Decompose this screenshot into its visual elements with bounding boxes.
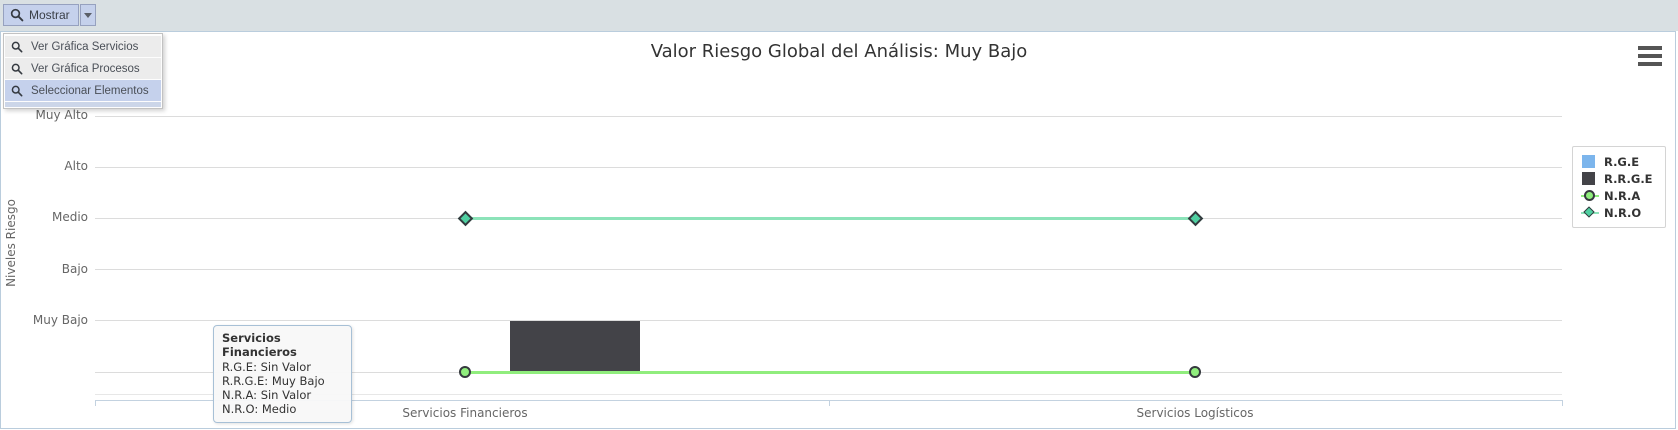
hamburger-icon	[1638, 62, 1662, 66]
menu-item-ver-grafica-servicios[interactable]: Ver Gráfica Servicios	[5, 36, 161, 57]
hamburger-icon	[1638, 54, 1662, 58]
menu-item-label: Ver Gráfica Servicios	[31, 40, 139, 53]
show-menu-button[interactable]: Mostrar	[3, 4, 79, 26]
legend-item-rrge[interactable]: R.R.G.E	[1581, 170, 1659, 187]
legend: R.G.E R.R.G.E N.R.A N.R.O	[1572, 146, 1666, 228]
show-menu-control: Mostrar	[3, 4, 96, 26]
legend-item-nro[interactable]: N.R.O	[1581, 204, 1659, 221]
hamburger-icon	[1638, 46, 1662, 50]
tooltip-line: N.R.A: Sin Valor	[222, 388, 312, 402]
legend-item-label: N.R.A	[1604, 188, 1641, 203]
search-icon	[11, 63, 23, 74]
menu-item-label: Seleccionar Elementos	[31, 84, 149, 97]
legend-item-label: R.R.G.E	[1604, 171, 1653, 186]
search-icon	[11, 41, 23, 52]
diamond-swatch-icon	[1581, 206, 1599, 219]
y-axis-title: Niveles Riesgo	[4, 199, 18, 287]
menu-item-label: Ver Gráfica Procesos	[31, 62, 140, 75]
tooltip-line: N.R.O: Medio	[222, 402, 297, 416]
show-menu-caret-button[interactable]	[79, 4, 96, 26]
chevron-down-icon	[83, 12, 92, 18]
legend-item-label: R.G.E	[1604, 154, 1640, 169]
search-icon	[11, 85, 23, 96]
menu-item-ver-grafica-procesos[interactable]: Ver Gráfica Procesos	[5, 58, 161, 79]
tooltip: Servicios Financieros R.G.E: Sin Valor R…	[213, 325, 352, 423]
tooltip-line: R.G.E: Sin Valor	[222, 360, 312, 374]
toolbar: Mostrar	[0, 0, 1678, 31]
square-swatch-icon	[1581, 172, 1599, 185]
menu-item-seleccionar-elementos[interactable]: Seleccionar Elementos	[5, 80, 161, 101]
chart-context-menu-button[interactable]	[1638, 46, 1662, 66]
search-icon	[10, 8, 24, 22]
tooltip-title: Servicios Financieros	[222, 331, 297, 359]
square-swatch-icon	[1581, 155, 1599, 168]
legend-item-label: N.R.O	[1604, 205, 1642, 220]
menu-partial-item	[5, 102, 161, 107]
tooltip-line: R.R.G.E: Muy Bajo	[222, 374, 325, 388]
legend-item-nra[interactable]: N.R.A	[1581, 187, 1659, 204]
chart-title: Valor Riesgo Global del Análisis: Muy Ba…	[650, 41, 1028, 62]
dropdown-menu: Ver Gráfica Servicios Ver Gráfica Proces…	[3, 33, 163, 109]
circle-swatch-icon	[1581, 189, 1599, 202]
show-menu-button-label: Mostrar	[29, 8, 70, 22]
legend-item-rge[interactable]: R.G.E	[1581, 153, 1659, 170]
